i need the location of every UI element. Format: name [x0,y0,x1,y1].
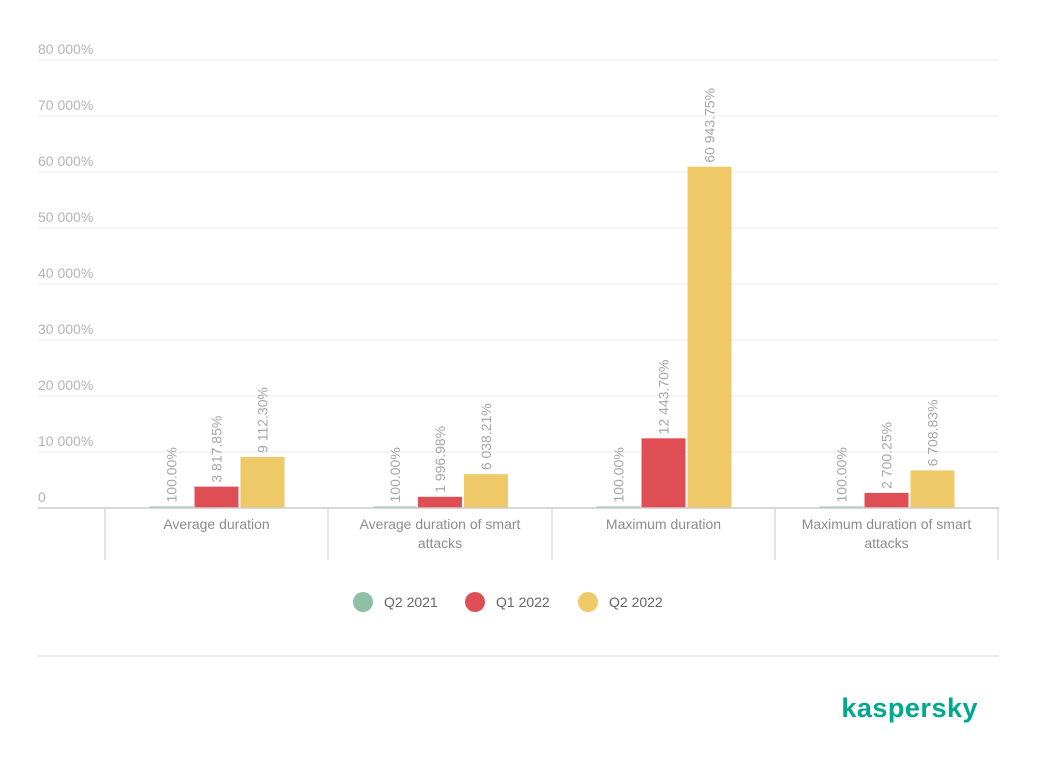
y-tick-label: 50 000% [38,209,93,225]
y-tick-label: 10 000% [38,433,93,449]
y-tick-label: 30 000% [38,321,93,337]
bar [240,456,285,508]
data-label: 100.00% [164,447,180,502]
category-label: Maximum duration of smart attacks [802,516,972,551]
data-label: 100.00% [611,447,627,502]
category-label: Average duration of smart attacks [360,516,521,551]
bars [149,166,955,508]
legend-marker [353,592,373,612]
kaspersky-logo: kaspersky [841,693,978,723]
y-axis: 0 10 000% 20 000% 30 000% 40 000% 50 000% 60 0… [38,41,93,505]
legend: Q2 2021 Q1 2022 Q2 2022 [353,592,663,612]
bar [864,492,909,508]
bar [418,496,462,508]
data-labels: 100.00% 3 817.85% 9 112.30% 100.00% 1 996.98… [164,88,941,503]
legend-label: Q2 2021 [384,594,438,610]
data-label: 6 708.83% [925,399,941,466]
legend-label: Q1 2022 [496,594,550,610]
y-tick-label: 40 000% [38,265,93,281]
bar [194,486,239,508]
y-tick-label: 20 000% [38,377,93,393]
category-label: Maximum duration [606,516,721,532]
y-tick-label: 70 000% [38,97,93,113]
data-label: 100.00% [834,447,850,502]
x-axis: Average duration Average duration of smar… [38,507,999,560]
data-label: 1 996.98% [432,426,448,493]
bar [641,438,686,508]
y-tick-label: 0 [38,489,46,505]
data-label: 100.00% [387,447,403,502]
bar [464,474,508,508]
legend-label: Q2 2022 [609,594,663,610]
y-tick-label: 80 000% [38,41,93,57]
data-label: 9 112.30% [255,387,271,453]
data-label: 2 700.25% [879,422,895,489]
category-label: Average duration [163,516,269,532]
data-label: 12 443.70% [656,360,672,435]
bar [910,470,955,508]
y-tick-label: 60 000% [38,153,93,169]
bar [687,166,732,508]
gridlines [38,59,999,453]
legend-marker [578,592,598,612]
legend-marker [465,592,485,612]
data-label: 3 817.85% [209,416,225,483]
data-label: 6 038.21% [478,403,494,470]
data-label: 60 943.75% [702,88,718,163]
